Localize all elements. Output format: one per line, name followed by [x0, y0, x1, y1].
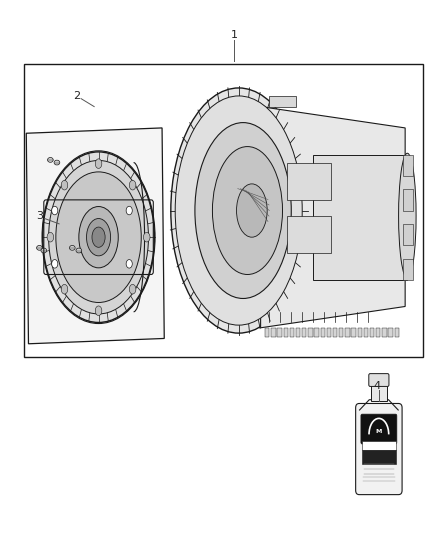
- Bar: [370, 328, 374, 337]
- FancyBboxPatch shape: [361, 414, 397, 444]
- Ellipse shape: [76, 248, 81, 253]
- Bar: [287, 216, 331, 253]
- Bar: [362, 441, 396, 450]
- Ellipse shape: [237, 184, 267, 237]
- Ellipse shape: [171, 88, 307, 333]
- Ellipse shape: [49, 160, 148, 314]
- Ellipse shape: [195, 123, 291, 298]
- Bar: [283, 328, 288, 337]
- Ellipse shape: [212, 147, 283, 274]
- FancyBboxPatch shape: [369, 374, 389, 386]
- Text: M: M: [376, 429, 382, 434]
- Bar: [357, 328, 362, 337]
- Bar: [271, 328, 276, 337]
- Ellipse shape: [129, 180, 136, 190]
- Ellipse shape: [42, 152, 154, 322]
- Ellipse shape: [86, 219, 110, 256]
- Ellipse shape: [52, 206, 58, 215]
- Bar: [333, 328, 337, 337]
- Bar: [290, 328, 294, 337]
- Ellipse shape: [70, 245, 75, 251]
- Ellipse shape: [61, 180, 68, 190]
- Bar: [339, 328, 343, 337]
- Ellipse shape: [95, 159, 102, 168]
- Ellipse shape: [54, 160, 60, 165]
- FancyBboxPatch shape: [356, 403, 402, 495]
- Bar: [296, 328, 300, 337]
- Bar: [351, 328, 356, 337]
- Ellipse shape: [52, 260, 58, 268]
- Bar: [345, 328, 350, 337]
- Ellipse shape: [129, 285, 136, 294]
- Ellipse shape: [36, 245, 42, 251]
- Bar: [382, 328, 387, 337]
- Ellipse shape: [41, 248, 47, 253]
- Text: 2: 2: [73, 91, 80, 101]
- Ellipse shape: [126, 260, 132, 268]
- Ellipse shape: [399, 154, 416, 278]
- Bar: [362, 450, 396, 464]
- Text: 3: 3: [36, 211, 43, 221]
- Ellipse shape: [144, 232, 150, 242]
- Bar: [287, 163, 331, 200]
- Bar: [403, 259, 413, 280]
- Bar: [395, 328, 399, 337]
- Ellipse shape: [95, 306, 102, 316]
- Polygon shape: [26, 128, 164, 344]
- Bar: [313, 155, 407, 280]
- Bar: [308, 328, 313, 337]
- Bar: [371, 384, 387, 401]
- Ellipse shape: [79, 207, 118, 268]
- Bar: [403, 224, 413, 245]
- Bar: [302, 328, 307, 337]
- Ellipse shape: [56, 172, 141, 303]
- Bar: [265, 328, 269, 337]
- Bar: [389, 328, 393, 337]
- Text: 1: 1: [231, 30, 238, 39]
- Bar: [269, 96, 296, 107]
- Bar: [314, 328, 319, 337]
- Ellipse shape: [47, 158, 53, 163]
- Polygon shape: [261, 107, 405, 328]
- Ellipse shape: [61, 285, 68, 294]
- Bar: [24, 64, 423, 357]
- Bar: [403, 189, 413, 211]
- Bar: [321, 328, 325, 337]
- Bar: [364, 328, 368, 337]
- Text: 4: 4: [373, 382, 380, 391]
- Bar: [277, 328, 282, 337]
- Ellipse shape: [92, 227, 105, 247]
- Bar: [327, 328, 331, 337]
- Ellipse shape: [175, 96, 302, 325]
- Ellipse shape: [47, 232, 53, 242]
- Bar: [376, 328, 381, 337]
- Bar: [403, 155, 413, 176]
- Ellipse shape: [126, 206, 132, 215]
